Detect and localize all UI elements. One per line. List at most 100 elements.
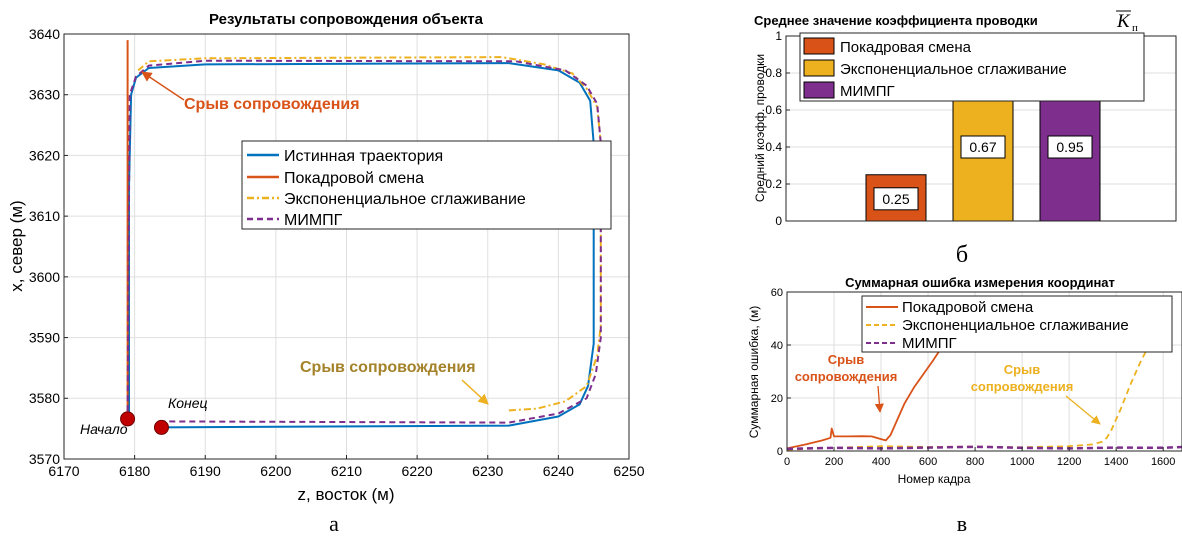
series-c bbox=[786, 325, 1182, 451]
annotation-loss-red-a: Срыв сопровождения bbox=[184, 96, 360, 113]
legend-label-mimpg: МИМПГ bbox=[284, 212, 343, 229]
legend-label-b-0: Покадровая смена bbox=[840, 39, 972, 56]
a-xtick-label: 6220 bbox=[402, 463, 433, 479]
bar-value-label-2: 0.95 bbox=[1056, 139, 1083, 155]
marker-1 bbox=[153, 419, 169, 435]
series-line-c-2 bbox=[786, 445, 1182, 451]
b-ytick-label: 0.2 bbox=[765, 177, 782, 191]
panel-label-a: а bbox=[329, 511, 339, 536]
annotation-loss-red-c-2: сопровождения bbox=[795, 369, 898, 384]
bar-1 bbox=[952, 96, 1014, 222]
annotation-loss-olive-c-2: сопровождения bbox=[971, 379, 1074, 394]
bar-chart: 0.25 0.67 0.95 0 0.2 0.4 0.6 0.8 1 Среднее знач… bbox=[753, 10, 1177, 268]
c-xtick-label: 1400 bbox=[1104, 456, 1128, 468]
panel-label-b: б bbox=[956, 242, 968, 268]
legend-box-a bbox=[241, 140, 612, 230]
series-a bbox=[120, 40, 602, 435]
c-xtick-label: 1600 bbox=[1151, 456, 1175, 468]
annotation-arrow-red-c bbox=[874, 385, 884, 413]
a-ytick-label: 3580 bbox=[29, 390, 60, 406]
c-xtick-label: 0 bbox=[784, 456, 790, 468]
marker-0 bbox=[120, 411, 136, 427]
chart-title-c: Суммарная ошибка измерения координат bbox=[845, 275, 1115, 290]
error-chart: 0 200 400 600 800 1000 1200 1400 1600 0 20 40 60 Сум… bbox=[747, 275, 1182, 536]
bar-value-box-1 bbox=[960, 135, 1006, 159]
a-xtick-label: 6190 bbox=[190, 463, 221, 479]
ticks-c: 0 200 400 600 800 1000 1200 1400 1600 0 20 40 60 bbox=[771, 287, 1176, 468]
annotation-arrow-red-a bbox=[141, 71, 185, 101]
a-ytick-label: 3620 bbox=[29, 147, 60, 163]
legend-swatch-b-0 bbox=[803, 37, 835, 55]
a-ytick-label: 3640 bbox=[29, 26, 60, 42]
c-xtick-label: 800 bbox=[966, 456, 984, 468]
b-ytick-label: 0 bbox=[775, 214, 782, 228]
a-xtick-label: 6250 bbox=[613, 463, 644, 479]
c-ytick-label: 0 bbox=[777, 446, 783, 458]
legend-label-c-1: Экспоненциальное сглаживание bbox=[902, 317, 1129, 334]
b-ytick-label: 0.8 bbox=[765, 66, 782, 80]
bar-value-box-2 bbox=[1047, 135, 1093, 159]
b-ytick-label: 0.6 bbox=[765, 103, 782, 117]
a-ytick-label: 3590 bbox=[29, 329, 60, 345]
chart-title-b: Среднее значение коэффициента проводки bbox=[754, 13, 1038, 28]
legend-c: Покадровой смена Экспоненциальное сглажи… bbox=[861, 295, 1173, 353]
legend-label-b-2: МИМПГ bbox=[840, 83, 895, 100]
annotation-arrow-olive-c bbox=[1065, 395, 1101, 425]
legend-swatch-b-1 bbox=[803, 59, 835, 77]
a-xtick-label: 6180 bbox=[119, 463, 150, 479]
trajectory-chart: 6170 6180 6190 6200 6210 6220 6230 6240 6250 3570… bbox=[7, 11, 645, 536]
legend-label-exp: Экспоненциальное сглаживание bbox=[284, 191, 526, 208]
ticks-a: 6170 6180 6190 6200 6210 6220 6230 6240 6250 3570… bbox=[29, 26, 645, 479]
annotation-loss-olive-a: Срыв сопровождения bbox=[300, 359, 476, 376]
chart-title-a: Результаты сопровождения объекта bbox=[209, 11, 484, 28]
a-xtick-label: 6240 bbox=[543, 463, 574, 479]
legend-a: Истинная траектория Покадровой смена Экс… bbox=[241, 140, 612, 230]
plot-frame-c bbox=[786, 291, 1182, 452]
c-ytick-label: 40 bbox=[771, 340, 783, 352]
c-xtick-label: 1000 bbox=[1010, 456, 1034, 468]
b-ytick-label: 0.4 bbox=[765, 140, 782, 154]
series-line-a-3 bbox=[126, 59, 602, 424]
panel-label-c: в bbox=[957, 511, 967, 536]
a-ytick-label: 3600 bbox=[29, 269, 60, 285]
c-xtick-label: 1200 bbox=[1057, 456, 1081, 468]
a-ytick-label: 3630 bbox=[29, 87, 60, 103]
legend-b: Покадровая смена Экспоненциальное сглажи… bbox=[799, 32, 1145, 102]
label-start: Начало bbox=[80, 421, 128, 437]
c-xtick-label: 600 bbox=[919, 456, 937, 468]
c-ytick-label: 20 bbox=[771, 393, 783, 405]
chart-title-subscript-b: п bbox=[1132, 22, 1138, 34]
y-axis-label-a: x, север (м) bbox=[7, 200, 26, 291]
legend-label-true: Истинная траектория bbox=[284, 148, 443, 165]
annotation-loss-red-c-1: Срыв bbox=[828, 352, 864, 367]
c-xtick-label: 200 bbox=[825, 456, 843, 468]
x-axis-label-c: Номер кадра bbox=[898, 472, 971, 486]
a-xtick-label: 6230 bbox=[472, 463, 503, 479]
legend-label-c-0: Покадровой смена bbox=[902, 299, 1034, 316]
chart-title-symbol-b: K bbox=[1116, 11, 1131, 32]
bar-value-box-0 bbox=[873, 187, 919, 211]
b-ytick-label: 1 bbox=[775, 29, 782, 43]
a-xtick-label: 6170 bbox=[48, 463, 79, 479]
legend-box-b bbox=[799, 32, 1145, 102]
series-line-a-0 bbox=[128, 62, 595, 429]
ticks-b: 0 0.2 0.4 0.6 0.8 1 bbox=[765, 29, 790, 228]
legend-label-b-1: Экспоненциальное сглаживание bbox=[840, 61, 1067, 78]
c-xtick-label: 400 bbox=[872, 456, 890, 468]
legend-label-frame: Покадровой смена bbox=[284, 170, 424, 187]
a-xtick-label: 6210 bbox=[331, 463, 362, 479]
a-xtick-label: 6200 bbox=[260, 463, 291, 479]
y-axis-label-c: Суммарная ошибка, (м) bbox=[747, 306, 761, 439]
a-ytick-label: 3610 bbox=[29, 208, 60, 224]
series-line-c-0 bbox=[786, 341, 948, 450]
legend-box-c bbox=[861, 295, 1173, 353]
legend-swatch-b-2 bbox=[803, 81, 835, 99]
series-line-c-1 bbox=[786, 325, 1164, 451]
bar-value-label-1: 0.67 bbox=[969, 139, 996, 155]
legend-label-c-2: МИМПГ bbox=[902, 335, 957, 352]
bar-value-label-0: 0.25 bbox=[882, 191, 909, 207]
y-axis-label-b: Средний коэфф. проводки bbox=[753, 54, 767, 202]
a-ytick-label: 3570 bbox=[29, 451, 60, 467]
annotation-arrow-olive-a bbox=[461, 379, 489, 405]
